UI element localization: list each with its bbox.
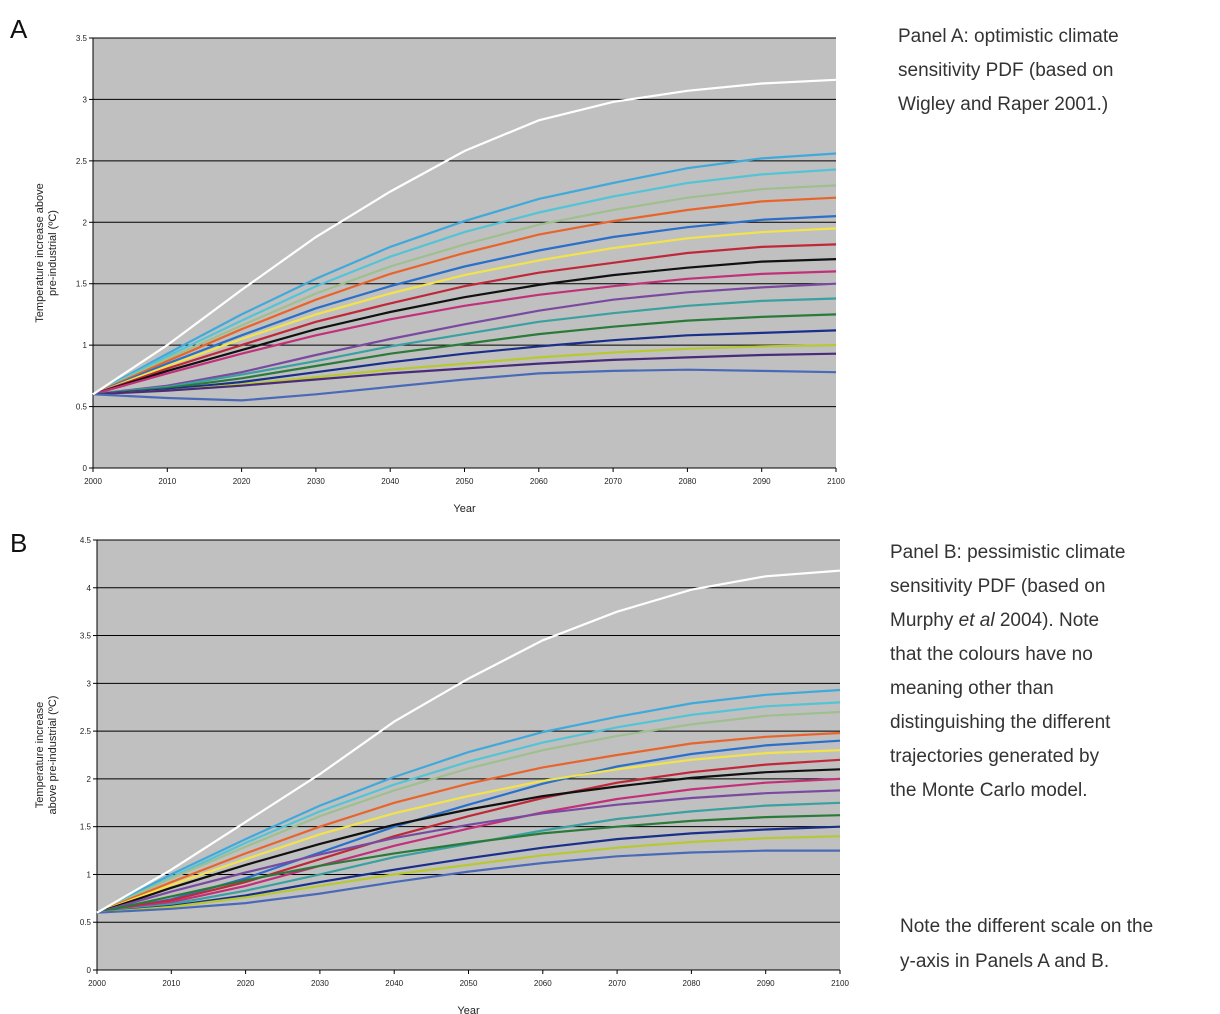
- caption-line: Panel B: pessimistic climate: [890, 542, 1125, 563]
- panel-letter: B: [10, 528, 27, 558]
- y-tick-label: 4.5: [80, 536, 92, 545]
- x-tick-label: 2060: [530, 477, 548, 486]
- x-tick-label: 2090: [757, 979, 775, 988]
- series-line: [96, 849, 840, 914]
- panel-letter: A: [10, 14, 28, 44]
- caption-part: 2004). Note: [995, 610, 1100, 631]
- series-line: [92, 368, 837, 402]
- x-axis-title: Year: [453, 503, 476, 515]
- series-line: [92, 184, 837, 396]
- y-tick-label: 1: [87, 870, 92, 879]
- y-tick-label: 0: [87, 966, 92, 975]
- series-line: [92, 258, 837, 396]
- caption-line: Wigley and Raper 2001.): [898, 94, 1108, 115]
- series-line: [92, 215, 837, 396]
- y-tick-label: 1: [83, 341, 88, 350]
- x-tick-label: 2040: [381, 477, 399, 486]
- series-line: [92, 352, 837, 396]
- y-tick-label: 2.5: [76, 157, 88, 166]
- series-line: [92, 313, 837, 396]
- x-tick-label: 2020: [237, 979, 255, 988]
- caption-line: distinguishing the different: [890, 712, 1111, 733]
- y-tick-label: 3: [83, 95, 88, 104]
- y-tick-label: 0: [83, 464, 88, 473]
- y-tick-label: 0.5: [76, 403, 88, 412]
- x-tick-label: 2040: [385, 979, 403, 988]
- x-tick-label: 2090: [753, 477, 771, 486]
- x-tick-label: 2000: [84, 477, 102, 486]
- note-line: y-axis in Panels A and B.: [900, 951, 1109, 972]
- series-line: [92, 196, 837, 396]
- caption-line: trajectories generated by: [890, 746, 1100, 767]
- series-line: [96, 835, 841, 914]
- caption-line: that the colours have no: [890, 644, 1093, 665]
- series-line: [92, 270, 837, 396]
- series-line: [92, 168, 837, 396]
- series-line: [96, 749, 841, 914]
- y-axis-title: pre-industrial (ºC): [47, 210, 59, 296]
- series-line: [96, 710, 841, 914]
- series-line: [92, 152, 837, 396]
- y-tick-label: 1.5: [80, 823, 92, 832]
- series-line: [96, 825, 841, 914]
- caption-part: et al: [959, 610, 996, 631]
- x-tick-label: 2100: [827, 477, 845, 486]
- x-tick-label: 2100: [831, 979, 849, 988]
- x-tick-label: 2010: [162, 979, 180, 988]
- series-line: [92, 297, 837, 396]
- x-tick-label: 2080: [679, 477, 697, 486]
- y-axis-title: Temperature increase above: [34, 183, 46, 322]
- series-line: [96, 768, 841, 914]
- caption-line: the Monte Carlo model.: [890, 780, 1088, 801]
- y-tick-label: 2.5: [80, 727, 92, 736]
- note-line: Note the different scale on the: [900, 916, 1153, 937]
- x-tick-label: 2060: [534, 979, 552, 988]
- x-tick-label: 2000: [88, 979, 106, 988]
- caption-line: sensitivity PDF (based on: [890, 576, 1105, 597]
- x-tick-label: 2030: [307, 477, 325, 486]
- y-tick-label: 2: [83, 218, 88, 227]
- series-line: [92, 227, 837, 396]
- series-line: [92, 78, 837, 396]
- caption-line: sensitivity PDF (based on: [898, 60, 1113, 81]
- y-tick-label: 3: [87, 679, 92, 688]
- y-tick-label: 4: [87, 584, 92, 593]
- y-axis-title: Temperature increase: [34, 702, 46, 808]
- caption-line: meaning other than: [890, 678, 1054, 699]
- y-tick-label: 3.5: [76, 34, 88, 43]
- series-line: [96, 758, 841, 914]
- series-line: [92, 282, 837, 396]
- x-tick-label: 2050: [456, 477, 474, 486]
- series-line: [96, 789, 841, 914]
- x-tick-label: 2050: [460, 979, 478, 988]
- x-tick-label: 2010: [158, 477, 176, 486]
- x-tick-label: 2070: [608, 979, 626, 988]
- caption-line: Panel A: optimistic climate: [898, 26, 1119, 47]
- x-axis-title: Year: [457, 1005, 480, 1014]
- series-line: [92, 329, 837, 396]
- x-tick-label: 2030: [311, 979, 329, 988]
- y-tick-label: 0.5: [80, 918, 92, 927]
- x-tick-label: 2070: [604, 477, 622, 486]
- series-line: [96, 814, 841, 914]
- series-line: [92, 243, 837, 396]
- series-line: [96, 688, 841, 914]
- series-line: [96, 731, 841, 914]
- series-line: [96, 777, 841, 914]
- caption-line: Murphy et al 2004). Note: [890, 610, 1099, 631]
- series-line: [96, 569, 841, 914]
- caption-part: Murphy: [890, 610, 959, 631]
- x-tick-label: 2080: [683, 979, 701, 988]
- y-tick-label: 3.5: [80, 632, 92, 641]
- y-axis-title: above pre-industrial (ºC): [47, 696, 59, 815]
- series-line: [96, 701, 841, 914]
- x-tick-label: 2020: [233, 477, 251, 486]
- y-tick-label: 2: [87, 775, 92, 784]
- y-tick-label: 1.5: [76, 280, 88, 289]
